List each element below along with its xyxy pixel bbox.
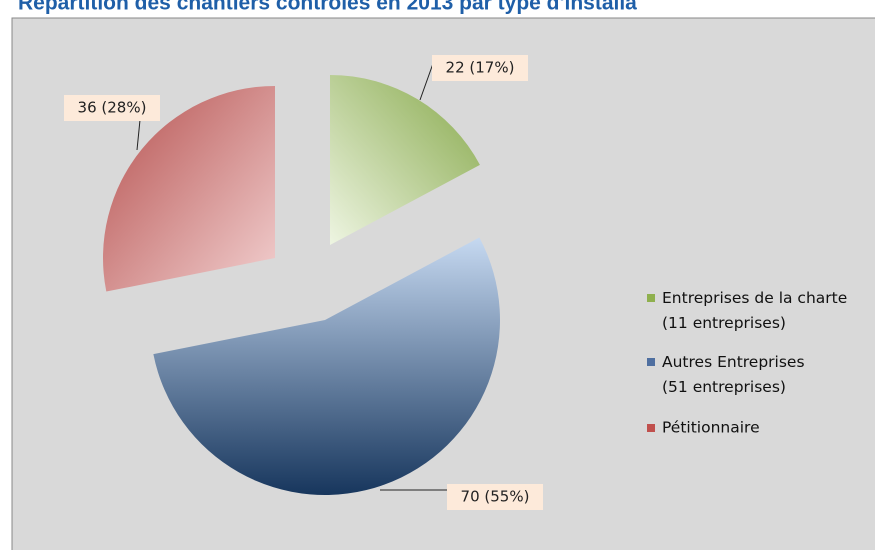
data-label-box xyxy=(447,484,543,510)
legend-label: Pétitionnaire xyxy=(662,419,760,437)
legend-swatch xyxy=(647,294,655,302)
data-label: 70 (55%) xyxy=(461,488,530,506)
chart-title: Répartition des chantiers contrôlés en 2… xyxy=(18,0,637,15)
pie-slice xyxy=(102,86,275,292)
legend-label: Entreprises de la charte (11 entreprises) xyxy=(662,289,847,332)
data-label-box xyxy=(432,55,528,81)
data-label-box xyxy=(64,95,160,121)
pie-slice xyxy=(153,237,500,496)
pie-slice xyxy=(330,75,480,245)
data-label: 36 (28%) xyxy=(78,99,147,117)
legend-label: Autres Entreprises (51 entreprises) xyxy=(662,353,805,396)
legend: Entreprises de la charte (11 entreprises)… xyxy=(647,289,847,437)
data-label: 22 (17%) xyxy=(446,59,515,77)
legend-swatch xyxy=(647,424,655,432)
legend-swatch xyxy=(647,358,655,366)
